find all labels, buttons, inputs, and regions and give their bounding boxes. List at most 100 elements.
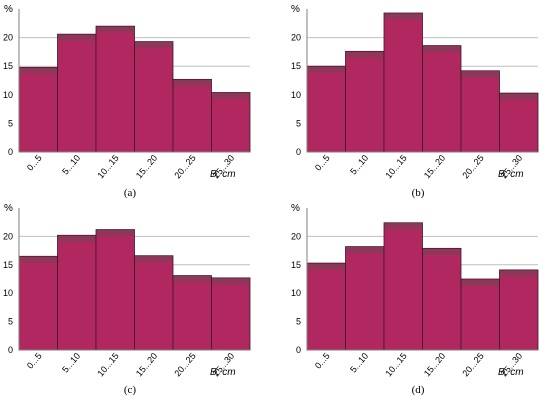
bar-1 — [306, 65, 346, 153]
y-tick-label-1: 5 — [296, 118, 301, 128]
bar-2 — [345, 246, 385, 351]
chart-panel-2: 0 5 10 15 20% 0...5 5...10 10...15 15...20 20...2… — [291, 4, 539, 199]
bar-3 — [95, 25, 135, 153]
y-axis-label: % — [4, 203, 13, 214]
bar-top-shade-5 — [173, 276, 211, 283]
x-tick-label-5: 20...25 — [172, 153, 197, 181]
bar-top-shade-2 — [58, 235, 96, 242]
x-tick-label-2: 5...10 — [60, 351, 82, 375]
x-axis-label: B, cm — [498, 367, 524, 378]
bar-1 — [18, 255, 58, 351]
bar-top-shade-5 — [461, 279, 499, 286]
bar-top-shade-4 — [135, 42, 173, 49]
bar-4 — [422, 45, 462, 153]
bar-1 — [18, 66, 58, 153]
bar-5 — [172, 78, 212, 153]
bar-5 — [172, 275, 212, 351]
bar-5 — [460, 70, 500, 153]
x-tick-label-5: 20...25 — [460, 351, 485, 379]
y-tick-label-0: 0 — [296, 147, 301, 157]
x-axis-label: B, cm — [210, 169, 236, 180]
bar-1 — [306, 262, 346, 351]
y-tick-label-4: 20 — [3, 33, 13, 43]
bar-6 — [211, 92, 251, 153]
bar-top-shade-6 — [212, 278, 250, 285]
y-tick-label-0: 0 — [296, 345, 301, 355]
x-tick-label-4: 15...20 — [422, 351, 447, 379]
bar-top-shade-1 — [307, 263, 345, 270]
bar-top-shade-5 — [461, 71, 499, 78]
bar-top-shade-3 — [96, 26, 134, 33]
bar-top-shade-4 — [135, 256, 173, 263]
bar-top-shade-2 — [346, 247, 384, 254]
y-tick-label-4: 20 — [291, 231, 301, 241]
x-tick-label-4: 15...20 — [134, 153, 159, 181]
panel-label: (d) — [412, 384, 425, 396]
y-tick-label-3: 15 — [3, 61, 13, 71]
y-tick-label-1: 5 — [296, 317, 301, 327]
bar-2 — [345, 50, 385, 153]
bar-4 — [134, 41, 174, 153]
bar-top-shade-6 — [500, 270, 538, 277]
y-tick-label-3: 15 — [291, 61, 301, 71]
bar-top-shade-3 — [384, 223, 422, 230]
chart-panel-3: 0 5 10 15 20% 0...5 5...10 10...15 15...20 20...2… — [3, 203, 251, 396]
x-tick-label-2: 5...10 — [348, 153, 370, 177]
bar-4 — [422, 247, 462, 351]
y-tick-label-3: 15 — [291, 260, 301, 270]
x-tick-label-1: 0...5 — [25, 351, 44, 371]
bar-top-shade-1 — [307, 66, 345, 73]
x-tick-label-5: 20...25 — [460, 153, 485, 181]
bar-3 — [95, 229, 135, 351]
bar-top-shade-3 — [96, 230, 134, 237]
bar-top-shade-2 — [346, 51, 384, 58]
bar-5 — [460, 278, 500, 351]
x-tick-label-3: 10...15 — [95, 153, 120, 181]
bar-top-shade-2 — [58, 34, 96, 41]
y-tick-label-3: 15 — [3, 260, 13, 270]
x-tick-label-1: 0...5 — [313, 153, 332, 173]
y-tick-label-2: 10 — [3, 288, 13, 298]
y-tick-label-0: 0 — [8, 147, 13, 157]
bar-top-shade-1 — [19, 256, 57, 263]
bar-top-shade-6 — [500, 93, 538, 100]
chart-panel-1: 0 5 10 15 20% 0...5 5...10 10...15 15...20 20...2… — [3, 4, 251, 199]
x-tick-label-2: 5...10 — [348, 351, 370, 375]
bar-2 — [57, 234, 97, 351]
bar-6 — [211, 277, 251, 351]
panel-label: (a) — [124, 187, 137, 199]
y-tick-label-4: 20 — [291, 33, 301, 43]
bar-6 — [499, 269, 539, 351]
y-tick-label-1: 5 — [8, 118, 13, 128]
chart-panel-4: 0 5 10 15 20% 0...5 5...10 10...15 15...20 20...2… — [291, 203, 539, 396]
y-axis-label: % — [291, 203, 300, 214]
y-tick-label-2: 10 — [3, 90, 13, 100]
x-tick-label-1: 0...5 — [313, 351, 332, 371]
x-axis-label: B, cm — [210, 367, 236, 378]
panel-label: (c) — [124, 384, 137, 396]
y-tick-label-4: 20 — [3, 231, 13, 241]
bar-top-shade-4 — [423, 248, 461, 255]
y-tick-label-2: 10 — [291, 90, 301, 100]
x-tick-label-2: 5...10 — [60, 153, 82, 177]
bar-top-shade-1 — [19, 67, 57, 74]
bar-top-shade-6 — [212, 93, 250, 100]
bar-top-shade-4 — [423, 46, 461, 53]
x-tick-label-4: 15...20 — [422, 153, 447, 181]
x-tick-label-5: 20...25 — [172, 351, 197, 379]
y-tick-label-0: 0 — [8, 345, 13, 355]
x-tick-label-3: 10...15 — [95, 351, 120, 379]
bar-6 — [499, 92, 539, 153]
y-axis-label: % — [4, 4, 13, 15]
y-tick-label-1: 5 — [8, 317, 13, 327]
y-axis-label: % — [291, 4, 300, 15]
bar-2 — [57, 33, 97, 153]
x-axis-label: B, cm — [498, 169, 524, 180]
y-tick-label-2: 10 — [291, 288, 301, 298]
bar-top-shade-5 — [173, 79, 211, 86]
bar-3 — [383, 12, 423, 153]
bar-4 — [134, 255, 174, 351]
x-tick-label-3: 10...15 — [383, 153, 408, 181]
panel-label: (b) — [412, 187, 425, 199]
